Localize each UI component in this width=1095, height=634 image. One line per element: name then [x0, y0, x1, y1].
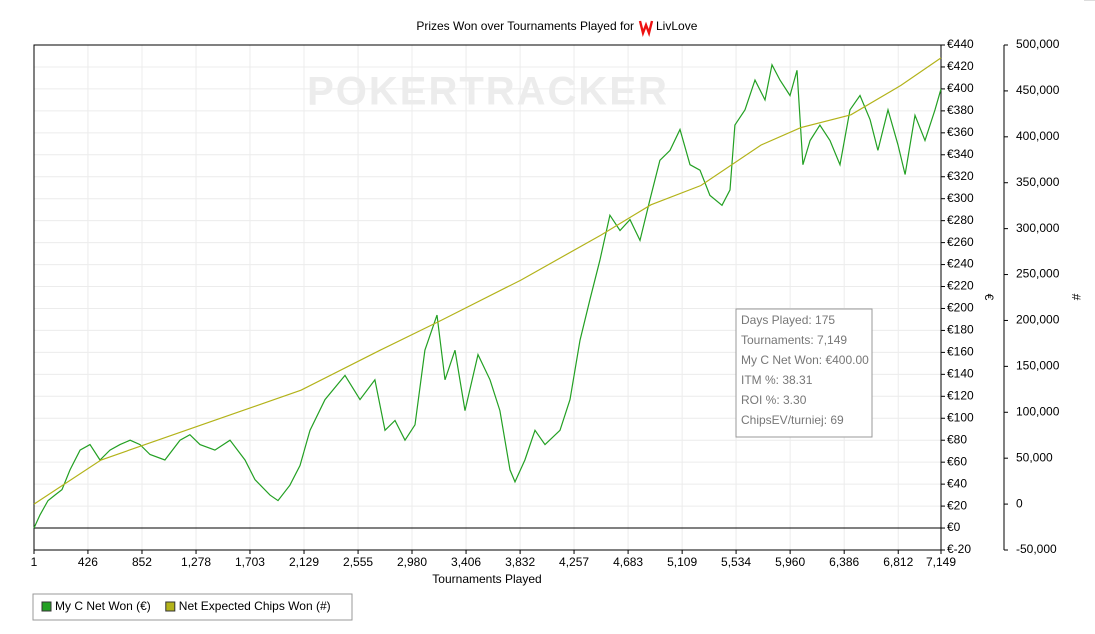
- x-tick-label: 4,683: [613, 555, 643, 569]
- series-line: [33, 57, 942, 505]
- y2-tick-label: 100,000: [1016, 404, 1060, 418]
- y-tick-label: €60: [947, 454, 967, 468]
- y-tick-label: €-20: [947, 542, 971, 556]
- y-tick-label: €240: [947, 257, 974, 271]
- y2-tick-label: 250,000: [1016, 267, 1060, 281]
- stats-frame: [735, 308, 873, 438]
- stats-line: Days Played: 175: [741, 313, 835, 327]
- y-tick-label: €0: [947, 520, 961, 534]
- y-tick-label: €340: [947, 147, 974, 161]
- x-tick-label: 2,129: [289, 555, 319, 569]
- legend: My C Net Won (€) Net Expected Chips Won (…: [32, 593, 353, 621]
- y2-tick-label: 400,000: [1016, 129, 1060, 143]
- axes: 1 426 852 1,278 1,703 2,129 2,555 2,980 3,406 3,8…: [31, 37, 1060, 569]
- y-tick-label: €400: [947, 81, 974, 95]
- x-tick-label: 852: [132, 555, 152, 569]
- y-tick-label: €180: [947, 323, 974, 337]
- y-tick-label: €320: [947, 169, 974, 183]
- lines: [33, 57, 942, 529]
- series-line: [33, 63, 942, 529]
- watermark: POKERTRACKER: [307, 70, 669, 114]
- y2-tick-label: -50,000: [1016, 542, 1057, 556]
- x-tick-label: 5,534: [721, 555, 751, 569]
- y-tick-label: €100: [947, 410, 974, 424]
- legend-swatch: [165, 601, 176, 612]
- y-tick-label: €160: [947, 345, 974, 359]
- y-tick-label: €420: [947, 59, 974, 73]
- player-name: LivLove: [656, 19, 698, 33]
- y-tick-label: €280: [947, 213, 974, 227]
- legend-label: Net Expected Chips Won (#): [179, 599, 331, 613]
- y2-tick-label: 0: [1016, 496, 1023, 510]
- y2-tick-label: 350,000: [1016, 175, 1060, 189]
- y2-tick-label: 200,000: [1016, 313, 1060, 327]
- stats-line: Tournaments: 7,149: [741, 333, 847, 347]
- x-tick-label: 2,555: [343, 555, 373, 569]
- stats-line: ChipsEV/turniej: 69: [741, 413, 844, 427]
- y2-axis-label: #: [1069, 294, 1083, 301]
- y-tick-label: €120: [947, 388, 974, 402]
- y-tick-label: €360: [947, 125, 974, 139]
- x-tick-label: 5,960: [775, 555, 805, 569]
- legend-frame: [32, 593, 353, 621]
- y-tick-label: €40: [947, 476, 967, 490]
- y-tick-label: €140: [947, 367, 974, 381]
- y-axis-label: €: [982, 294, 996, 301]
- y-tick-label: €80: [947, 432, 967, 446]
- player-icon: [638, 20, 654, 38]
- x-tick-label: 6,812: [883, 555, 913, 569]
- x-tick-label: 426: [78, 555, 98, 569]
- x-tick-label: 3,832: [505, 555, 535, 569]
- x-tick-label: 1,703: [235, 555, 265, 569]
- x-tick-label: 1: [31, 555, 38, 569]
- legend-label: My C Net Won (€): [55, 599, 151, 613]
- x-axis-label: Tournaments Played: [432, 572, 541, 586]
- stats-line: ITM %: 38.31: [741, 373, 813, 387]
- stats-line: My C Net Won: €400.00: [741, 353, 869, 367]
- stats-line: ROI %: 3.30: [741, 393, 807, 407]
- stats-box: Days Played: 175 Tournaments: 7,149 My C N…: [735, 308, 873, 438]
- x-tick-label: 5,109: [667, 555, 697, 569]
- x-tick-label: 2,980: [397, 555, 427, 569]
- chart-title: Prizes Won over Tournaments Played for: [416, 19, 634, 33]
- x-tick-label: 4,257: [559, 555, 589, 569]
- y-tick-label: €260: [947, 235, 974, 249]
- y2-tick-label: 450,000: [1016, 83, 1060, 97]
- x-tick-label: 6,386: [829, 555, 859, 569]
- y2-tick-label: 50,000: [1016, 450, 1053, 464]
- y-tick-label: €380: [947, 103, 974, 117]
- y-tick-label: €20: [947, 498, 967, 512]
- y-tick-label: €200: [947, 301, 974, 315]
- y2-tick-label: 300,000: [1016, 221, 1060, 235]
- legend-swatch: [41, 601, 52, 612]
- y-tick-label: €440: [947, 37, 974, 51]
- y2-tick-label: 500,000: [1016, 37, 1060, 51]
- y-tick-label: €220: [947, 279, 974, 293]
- y2-tick-label: 150,000: [1016, 359, 1060, 373]
- x-tick-label: 1,278: [181, 555, 211, 569]
- x-tick-label: 7,149: [926, 555, 956, 569]
- y-tick-label: €300: [947, 191, 974, 205]
- plot-frame: [33, 44, 942, 551]
- x-tick-label: 3,406: [451, 555, 481, 569]
